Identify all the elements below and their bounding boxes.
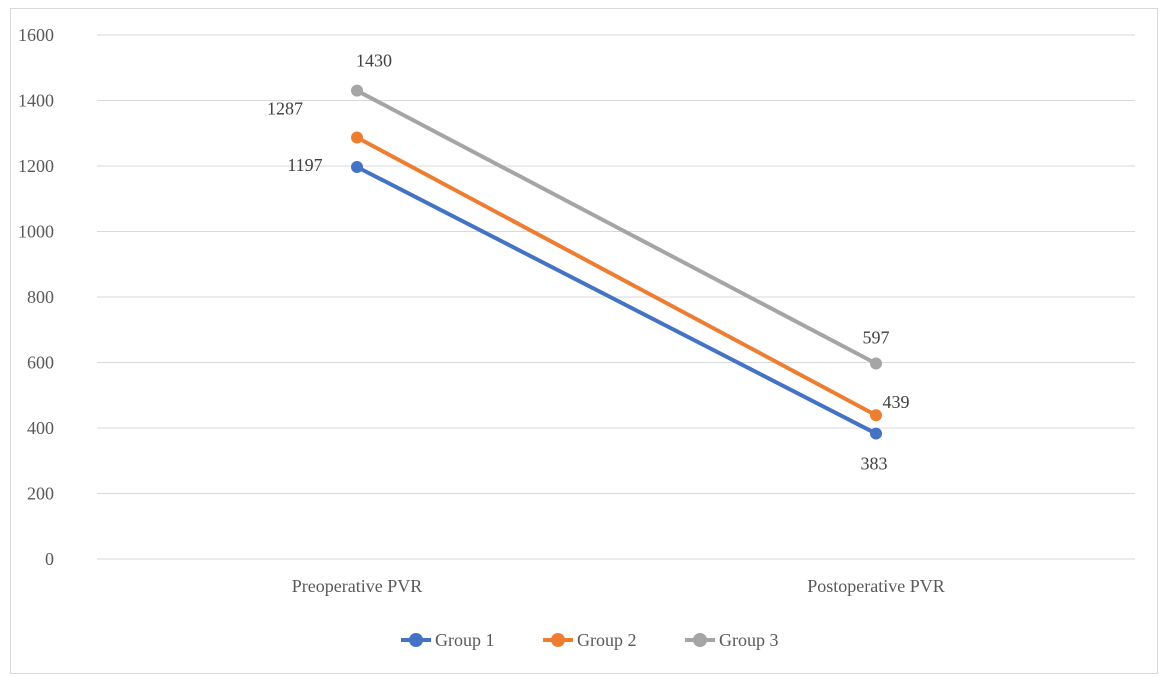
x-category-label: Postoperative PVR [807,576,945,596]
data-label: 383 [861,454,888,474]
y-tick-label: 1400 [18,91,54,111]
data-point-group-1 [870,427,882,440]
x-axis-categories: Preoperative PVR Postoperative PVR [292,576,945,596]
data-label: 439 [883,392,910,412]
series-line-group-1 [355,164,878,436]
legend-marker-group-2 [551,633,565,647]
gridlines [97,34,1135,560]
series-line-group-2 [355,135,878,418]
legend-label-group-2: Group 2 [577,630,637,650]
legend-label-group-3: Group 3 [719,630,779,650]
chart-frame [10,8,1158,674]
legend-marker-group-1 [409,633,423,647]
data-point-group-2 [351,131,363,144]
y-tick-label: 1000 [18,222,54,242]
series-line-group-3 [355,88,878,366]
y-tick-label: 1600 [18,25,54,45]
y-tick-label: 1200 [18,156,54,176]
y-tick-label: 400 [27,418,54,438]
data-point-group-1 [351,160,363,173]
series-lines [351,84,882,440]
data-label: 1197 [287,155,322,175]
y-tick-label: 200 [27,484,54,504]
legend: Group 1 Group 2 Group 3 [401,630,779,650]
legend-marker-group-3 [693,633,707,647]
y-tick-label: 800 [27,287,54,307]
y-tick-label: 0 [45,549,54,569]
y-tick-label: 600 [27,353,54,373]
data-label: 1430 [356,51,392,71]
x-category-label: Preoperative PVR [292,576,422,596]
data-point-group-2 [870,409,882,422]
y-axis-ticks: 0 200 400 600 800 1000 1200 1400 1600 [18,25,54,569]
data-point-group-3 [870,357,882,370]
data-point-group-3 [351,84,363,97]
legend-label-group-1: Group 1 [435,630,495,650]
data-label: 1287 [267,99,303,119]
data-labels: 1197 383 1287 439 1430 597 [267,51,910,474]
data-label: 597 [863,327,890,347]
